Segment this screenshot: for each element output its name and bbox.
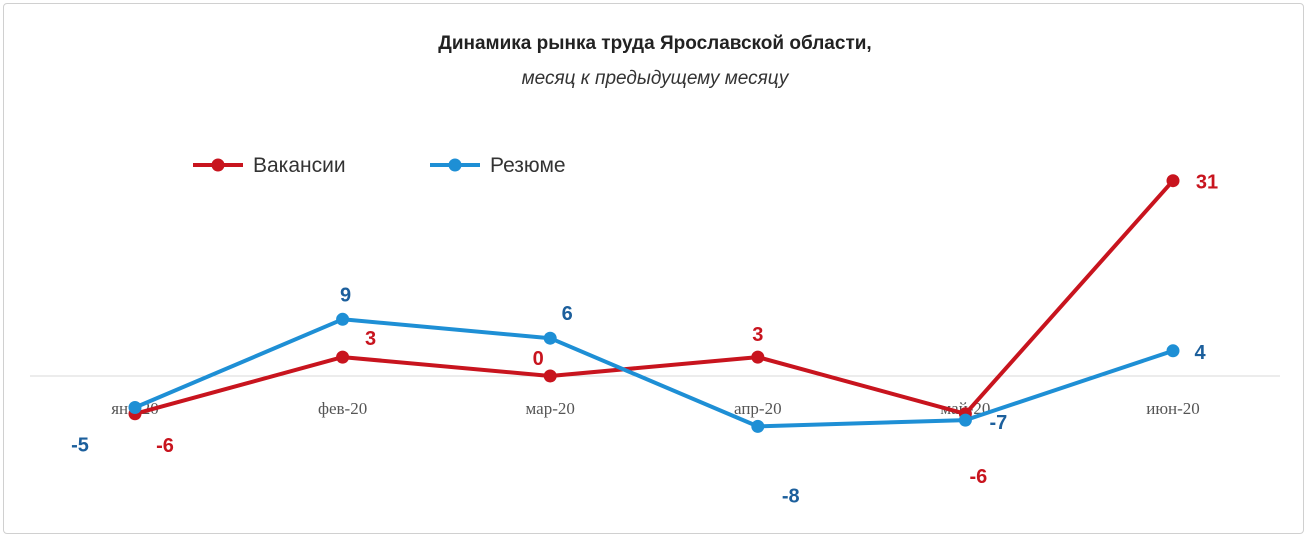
chart-subtitle: месяц к предыдущему месяцу: [522, 68, 790, 89]
data-point: [1166, 174, 1180, 188]
data-label: 9: [340, 284, 351, 306]
data-point: [128, 401, 142, 414]
data-label: 0: [533, 348, 544, 370]
data-label: 31: [1196, 172, 1218, 194]
x-tick-label: июн-20: [1146, 399, 1200, 418]
data-point: [958, 413, 972, 427]
data-label: 6: [562, 303, 573, 325]
data-point: [336, 350, 350, 364]
data-point: [543, 369, 557, 383]
chart-title: Динамика рынка труда Ярославской области…: [438, 33, 871, 54]
data-label: -8: [782, 485, 800, 507]
series-line-1: [134, 317, 1174, 429]
data-label: -7: [990, 412, 1008, 434]
chart-frame: [3, 3, 1304, 534]
data-point: [1166, 344, 1180, 358]
data-label: 4: [1194, 342, 1206, 364]
data-label: 3: [752, 324, 763, 346]
data-label: 3: [365, 328, 376, 350]
data-label: -5: [71, 435, 89, 457]
data-point: [543, 331, 557, 345]
data-label: -6: [156, 435, 174, 457]
x-tick-label: мар-20: [526, 399, 575, 418]
x-tick-label: фев-20: [318, 399, 367, 418]
data-point: [751, 350, 765, 364]
data-label: -6: [970, 466, 988, 488]
data-point: [751, 419, 765, 433]
series-line-0: [134, 179, 1175, 416]
x-tick-label: апр-20: [734, 399, 782, 418]
legend-marker-1: [448, 158, 462, 172]
legend-label-1: Резюме: [490, 154, 566, 177]
legend-label-0: Вакансии: [253, 154, 346, 177]
legend-marker-0: [211, 158, 225, 172]
data-point: [336, 312, 350, 326]
